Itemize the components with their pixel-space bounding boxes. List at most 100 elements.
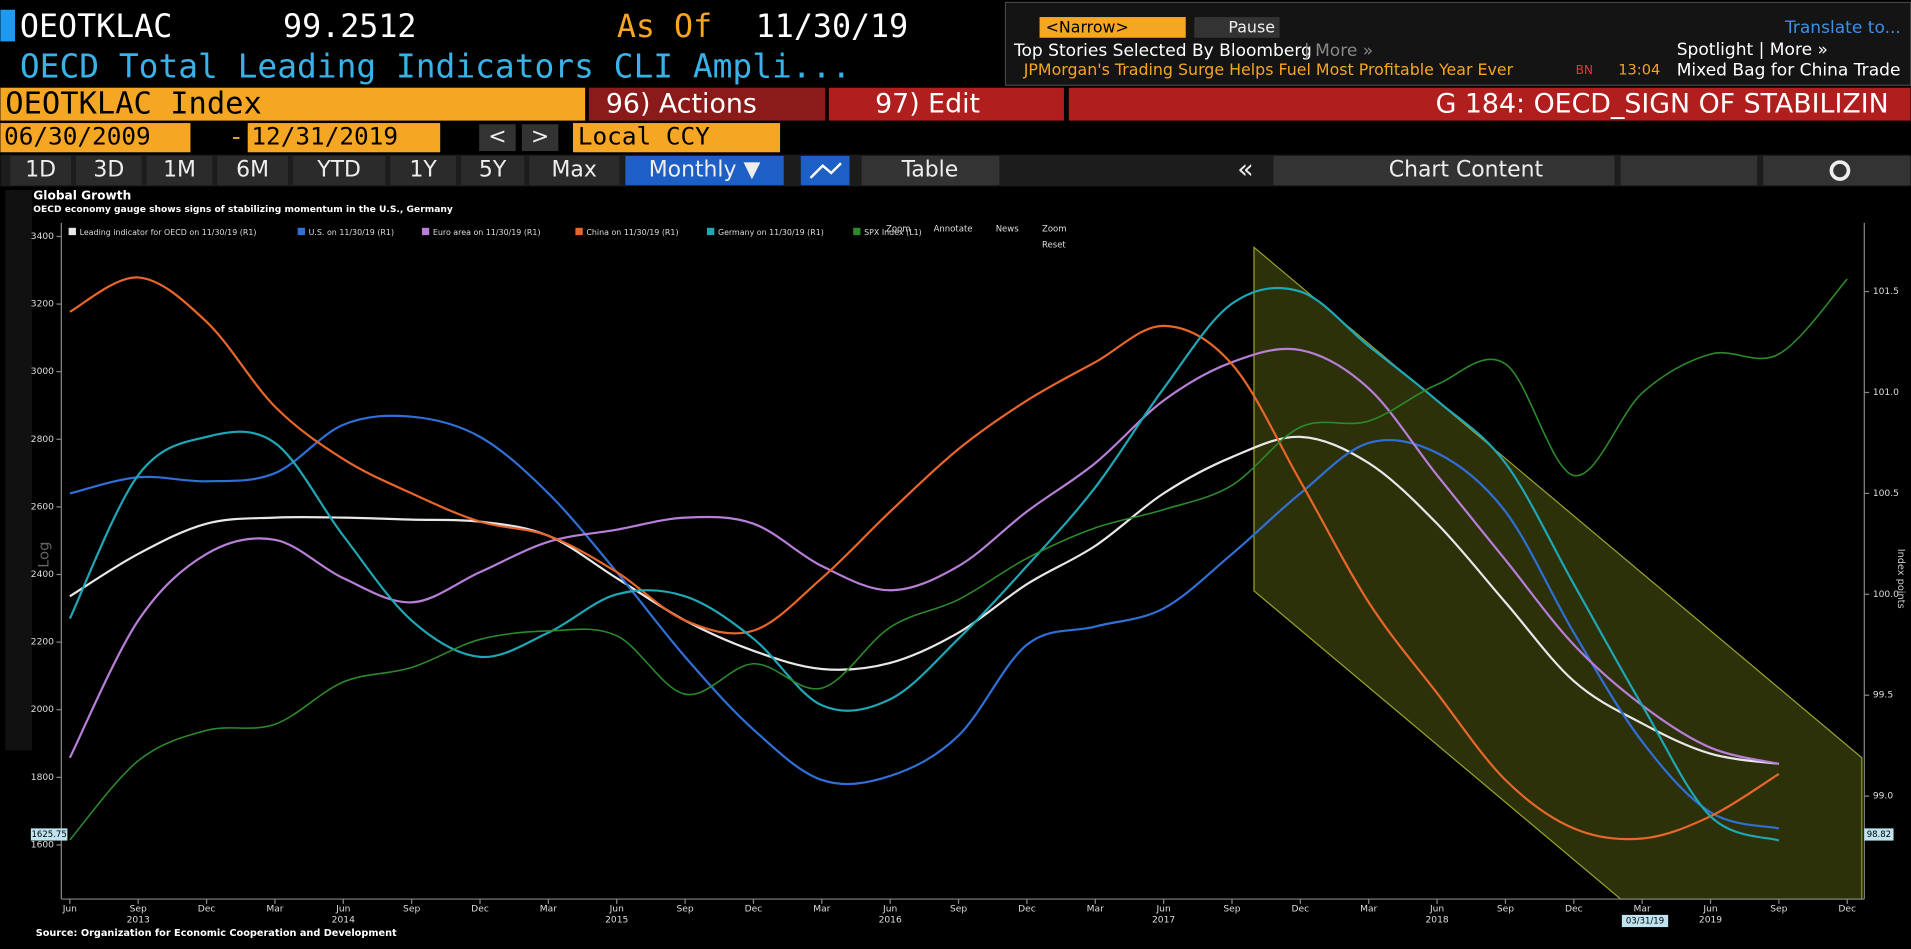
legend-label: Leading indicator for OECD on 11/30/19 (… xyxy=(80,228,257,237)
period-button[interactable] xyxy=(217,155,288,186)
annotate-tool[interactable]: Annotate xyxy=(934,225,973,235)
x-tick-label: Mar xyxy=(1634,904,1651,914)
narrow[interactable]: <Narrow> xyxy=(1046,18,1129,37)
chart-content-button[interactable] xyxy=(1273,155,1615,186)
next-button[interactable] xyxy=(521,124,559,152)
y-tick-label: 2200 xyxy=(31,638,54,648)
actions-button[interactable] xyxy=(588,87,826,121)
more[interactable]: | More » xyxy=(1304,41,1373,61)
period-button[interactable] xyxy=(529,155,620,186)
period[interactable]: 1M xyxy=(163,158,196,183)
start-date[interactable]: 06/30/2009 xyxy=(4,122,151,151)
currency[interactable]: Local CCY xyxy=(578,122,710,151)
period[interactable]: 1Y xyxy=(409,158,437,183)
x-tick-label: Jun xyxy=(1155,904,1170,914)
x-tick-label: Sep xyxy=(130,904,147,914)
x-tick-label: Dec xyxy=(1018,904,1036,914)
line-chart-button[interactable] xyxy=(800,155,850,186)
series-line xyxy=(68,286,1780,842)
x-year-label: 2017 xyxy=(1152,915,1175,925)
collapse[interactable]: « xyxy=(1237,154,1253,185)
legend-swatch xyxy=(575,227,583,236)
settings-button[interactable] xyxy=(1763,155,1911,186)
news-time: 13:04 xyxy=(1618,62,1660,79)
right-marker-box xyxy=(1864,828,1894,841)
x-year-label: 2015 xyxy=(605,915,628,925)
y2-tick-label: 100.5 xyxy=(1873,489,1899,499)
spotlight[interactable]: Spotlight | More » xyxy=(1677,40,1828,60)
period-button[interactable] xyxy=(460,155,525,186)
news-tool[interactable]: News xyxy=(996,225,1020,235)
x-tick-label: Dec xyxy=(198,904,216,914)
dash: - xyxy=(232,122,241,151)
y-tick-label: 3400 xyxy=(31,232,54,242)
x-year-label: 2016 xyxy=(879,915,902,925)
x-tick-label: Mar xyxy=(813,904,830,914)
translate[interactable]: Translate to... xyxy=(1784,18,1901,38)
zoom-tool[interactable]: Zoom xyxy=(886,225,911,235)
narrow-box[interactable] xyxy=(1039,17,1186,38)
headline2[interactable]: Mixed Bag for China Trade xyxy=(1677,61,1901,81)
period-button[interactable] xyxy=(146,155,213,186)
headline[interactable]: JPMorgan's Trading Surge Helps Fuel Most… xyxy=(1023,60,1514,79)
prev[interactable]: < xyxy=(488,125,506,150)
series-line xyxy=(68,347,1780,765)
chart-name-bar xyxy=(1068,87,1911,121)
y2-tick-label: 99.5 xyxy=(1873,691,1894,701)
line-chart-icon xyxy=(809,162,842,179)
as-of-date: 11/30/19 xyxy=(756,9,908,45)
y2-tick-label: 101.0 xyxy=(1873,388,1899,398)
table-button[interactable] xyxy=(861,155,1000,186)
actions[interactable]: 96) Actions xyxy=(606,88,757,119)
table[interactable]: Table xyxy=(901,158,959,183)
period[interactable]: Max xyxy=(552,158,597,183)
currency-box[interactable] xyxy=(572,123,781,153)
start-date-box[interactable] xyxy=(0,123,191,153)
end-date-box[interactable] xyxy=(247,123,441,153)
edit-tool-button[interactable] xyxy=(1620,155,1758,186)
log-toggle[interactable]: Log xyxy=(35,542,52,568)
y-tick-label: 1600 xyxy=(31,840,54,850)
edit-button[interactable] xyxy=(828,87,1064,121)
chart-content[interactable]: Chart Content xyxy=(1389,158,1544,183)
period-button[interactable] xyxy=(75,155,142,186)
period[interactable]: 5Y xyxy=(479,158,507,183)
next[interactable]: > xyxy=(531,125,549,150)
frequency-button[interactable] xyxy=(625,155,784,186)
as-of-label: As Of xyxy=(617,9,712,45)
focus-marker xyxy=(0,9,16,42)
prev-button[interactable] xyxy=(479,124,516,152)
left-marker: 1625.75 xyxy=(32,830,67,840)
period[interactable]: 1D xyxy=(25,158,56,183)
period-button[interactable] xyxy=(292,155,386,186)
period[interactable]: 6M xyxy=(236,158,269,183)
x-tick-label: Sep xyxy=(1223,904,1240,914)
x-tick-label: Mar xyxy=(1087,904,1104,914)
description: OECD Total Leading Indicators CLI Ampli.… xyxy=(20,47,851,86)
zoom2-tool[interactable]: Zoom xyxy=(1042,225,1067,235)
x-tick-label: Mar xyxy=(540,904,557,914)
x-tick-label: Sep xyxy=(676,904,693,914)
pause[interactable]: Pause xyxy=(1228,18,1275,37)
x-tick-label: Sep xyxy=(950,904,967,914)
period-button[interactable] xyxy=(390,155,457,186)
chart-subtitle: OECD economy gauge shows signs of stabil… xyxy=(33,205,453,215)
chart-title: Global Growth xyxy=(33,189,131,203)
x-tick-label: Jun xyxy=(609,904,624,914)
period-button[interactable] xyxy=(10,155,72,186)
edit[interactable]: 97) Edit xyxy=(875,88,980,119)
legend-swatch xyxy=(297,227,305,236)
pause-button[interactable] xyxy=(1194,17,1280,38)
chart-name: G 184: OECD_SIGN OF STABILIZIN xyxy=(1436,88,1889,119)
frequency[interactable]: Monthly ▼ xyxy=(649,158,761,183)
x-tick-label: Dec xyxy=(745,904,763,914)
period[interactable]: YTD xyxy=(316,158,361,183)
end-date[interactable]: 12/31/2019 xyxy=(251,122,398,151)
reset-tool[interactable]: Reset xyxy=(1042,240,1066,250)
drawing-toolbar xyxy=(5,190,33,751)
top-stories: Top Stories Selected By Bloomberg xyxy=(1013,41,1312,61)
x-year-label: 2013 xyxy=(127,915,150,925)
x-tick-label: Dec xyxy=(1838,904,1856,914)
period[interactable]: 3D xyxy=(93,158,124,183)
x-tick-label: Dec xyxy=(1292,904,1310,914)
